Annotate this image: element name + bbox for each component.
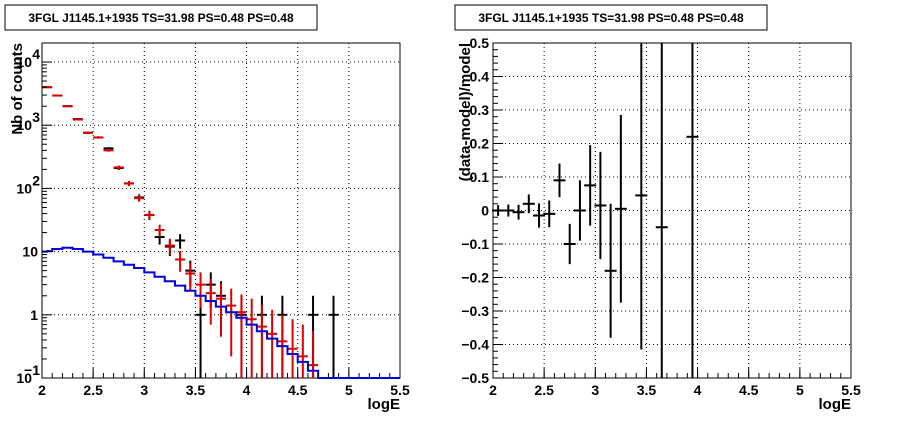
x-tick-label: 5.5 — [390, 382, 410, 398]
residual-panel: 2 2.5 3 3.5 4 4.5 5 5.5 −0.5 −0.4 −0.3 −0.2 −0.1 0 0.1… — [454, 4, 861, 413]
model-point — [144, 210, 155, 220]
model-point — [113, 165, 124, 170]
residual-point — [604, 203, 617, 338]
data-point — [195, 295, 206, 378]
x-axis-label: logE — [819, 396, 852, 413]
y-tick-label: −0.4 — [461, 337, 489, 353]
residual-point — [594, 151, 607, 260]
x-tick-label: 3.5 — [637, 382, 657, 398]
x-tick-label: 5.5 — [841, 382, 861, 398]
model-point — [154, 224, 165, 237]
background-model-step-line — [42, 246, 400, 379]
x-axis-label: logE — [368, 396, 401, 413]
model-point — [123, 181, 134, 187]
plot-frame — [492, 42, 852, 379]
model-point — [246, 298, 257, 378]
y-tick-label: −0.1 — [461, 236, 489, 252]
residual-point — [553, 163, 566, 198]
y-tick-label: 0.2 — [470, 136, 490, 152]
residual-point — [686, 43, 699, 378]
y-tick-label: 10 — [16, 180, 32, 196]
model-point — [216, 283, 226, 337]
x-tick-label: 3 — [140, 382, 148, 398]
model-point — [287, 319, 298, 378]
residual-point — [512, 204, 525, 220]
y-tick-label: 0.5 — [470, 35, 490, 51]
y-tick-exponent: 3 — [32, 109, 40, 125]
residual-point — [635, 43, 648, 350]
residual-point — [584, 145, 597, 226]
y-tick-label: −0.2 — [461, 270, 489, 286]
data-point — [175, 234, 186, 249]
residual-point — [655, 43, 668, 378]
title-frame — [4, 4, 318, 31]
title-box: 3FGL J1145.1+1935 TS=31.98 PS=0.48 PS=0.… — [4, 4, 318, 31]
y-tick-label: 10 — [16, 370, 32, 386]
model-point — [226, 288, 237, 357]
model-point — [103, 149, 114, 152]
y-tick-exponent: 4 — [32, 46, 40, 62]
residual-point — [522, 194, 535, 214]
model-point — [52, 94, 63, 97]
y-tick-exponent: −1 — [24, 362, 40, 378]
y-tick-exponent: 2 — [32, 172, 40, 188]
x-tick-label: 3.5 — [186, 382, 206, 398]
x-tick-label: 4 — [243, 382, 251, 398]
model-point — [83, 131, 94, 134]
model-point — [195, 272, 206, 308]
x-tick-label: 2 — [489, 382, 497, 398]
model-point — [267, 309, 278, 378]
x-tick-label: 4 — [694, 382, 702, 398]
y-tick-label: 0 — [481, 203, 489, 219]
model-point — [297, 324, 308, 378]
model-point — [164, 238, 175, 255]
y-tick-label: 0.3 — [470, 102, 490, 118]
x-tick-label: 2.5 — [83, 382, 103, 398]
y-tick-label: 0.4 — [470, 69, 490, 85]
y-axis-label: Nb of counts — [9, 43, 26, 135]
y-tick-label: −0.5 — [461, 370, 489, 386]
x-tick-label: 4.5 — [739, 382, 759, 398]
y-tick-label: 1 — [30, 307, 38, 323]
y-tick-label: 10 — [16, 117, 32, 133]
residual-point — [563, 223, 576, 265]
model-point — [72, 118, 83, 121]
y-axis-label: (data-model)/model — [457, 43, 474, 181]
y-tick-label: 10 — [22, 244, 38, 260]
axis-ticks: 2 2.5 3 3.5 4 4.5 5 5.5 −0.5 −0.4 −0.3 −0.2 −0.1 0 0.1… — [461, 35, 861, 398]
title-box: 3FGL J1145.1+1935 TS=31.98 PS=0.48 PS=0.… — [454, 4, 768, 31]
chart-title: 3FGL J1145.1+1935 TS=31.98 PS=0.48 PS=0.… — [28, 11, 294, 25]
residual-point — [543, 200, 556, 228]
model-point — [175, 251, 186, 272]
x-tick-label: 3 — [591, 382, 599, 398]
series-layer — [42, 86, 400, 379]
chart-title: 3FGL J1145.1+1935 TS=31.98 PS=0.48 PS=0.… — [478, 11, 744, 25]
x-tick-label: 5 — [796, 382, 804, 398]
x-tick-label: 2 — [38, 382, 46, 398]
data-point — [328, 295, 339, 378]
model-point — [93, 136, 104, 139]
model-point — [134, 195, 145, 202]
model-point — [62, 105, 73, 108]
y-tick-label: 0.1 — [470, 169, 490, 185]
y-tick-label: 10 — [16, 54, 32, 70]
residual-point — [614, 115, 627, 303]
x-tick-label: 4.5 — [288, 382, 308, 398]
y-tick-label: −0.3 — [461, 303, 489, 319]
model-point — [185, 263, 196, 291]
series-layer — [492, 43, 699, 378]
residual-point — [533, 203, 546, 228]
residual-point — [573, 180, 586, 241]
model-point — [256, 304, 267, 378]
residual-point — [502, 204, 515, 217]
title-frame — [454, 4, 768, 31]
x-tick-label: 2.5 — [534, 382, 554, 398]
x-tick-label: 5 — [345, 382, 353, 398]
model-point — [236, 294, 247, 378]
